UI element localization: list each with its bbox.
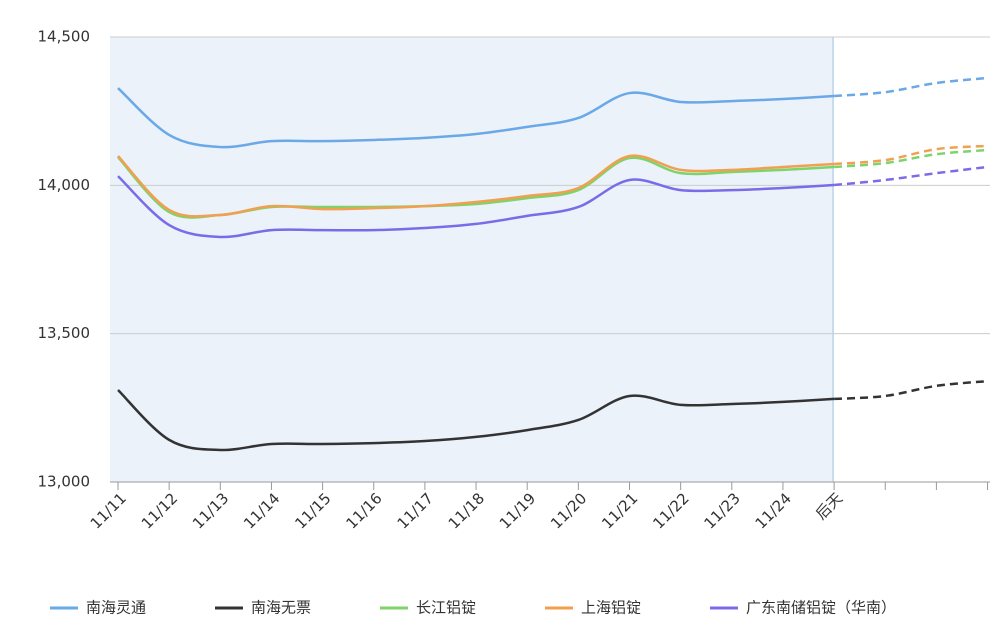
legend-label: 南海灵通 — [86, 599, 146, 617]
x-tick-label: 11/22 — [649, 489, 692, 532]
forecast-line — [834, 144, 988, 166]
legend-label: 广东南储铝锭（华南） — [746, 599, 896, 617]
x-tick-label: 11/11 — [87, 489, 130, 532]
x-tick-label: 11/14 — [240, 489, 283, 532]
y-tick-label: 14,500 — [38, 28, 91, 46]
forecast-line — [834, 148, 988, 169]
y-tick-label: 13,500 — [38, 324, 91, 342]
series-line — [117, 175, 835, 239]
history-area — [110, 37, 833, 482]
legend-label: 上海铝锭 — [581, 599, 641, 617]
x-tick-label: 11/24 — [752, 489, 795, 532]
y-tick-label: 13,000 — [38, 473, 91, 491]
forecast-line — [833, 165, 988, 187]
forecast-line — [834, 379, 988, 401]
x-tick-label: 11/23 — [701, 489, 744, 532]
x-tick-label: 11/13 — [189, 489, 232, 532]
x-tick-label: 11/15 — [291, 489, 334, 532]
x-tick-label: 11/18 — [445, 489, 488, 532]
x-tick-label: 11/21 — [598, 489, 641, 532]
x-tick-label: 11/20 — [547, 489, 590, 532]
forecast-line — [834, 76, 988, 98]
x-tick-label: 11/17 — [394, 489, 437, 532]
x-tick-label: 11/12 — [138, 489, 181, 532]
legend-label: 长江铝锭 — [416, 599, 476, 617]
y-tick-label: 14,000 — [38, 176, 91, 194]
x-tick-label: 11/16 — [342, 489, 385, 532]
x-tick-label: 11/19 — [496, 489, 539, 532]
series-line — [117, 87, 835, 149]
legend-label: 南海无票 — [251, 599, 311, 617]
series-line — [117, 154, 835, 218]
series-line — [117, 389, 835, 452]
x-tick-label: 后天 — [812, 489, 846, 523]
